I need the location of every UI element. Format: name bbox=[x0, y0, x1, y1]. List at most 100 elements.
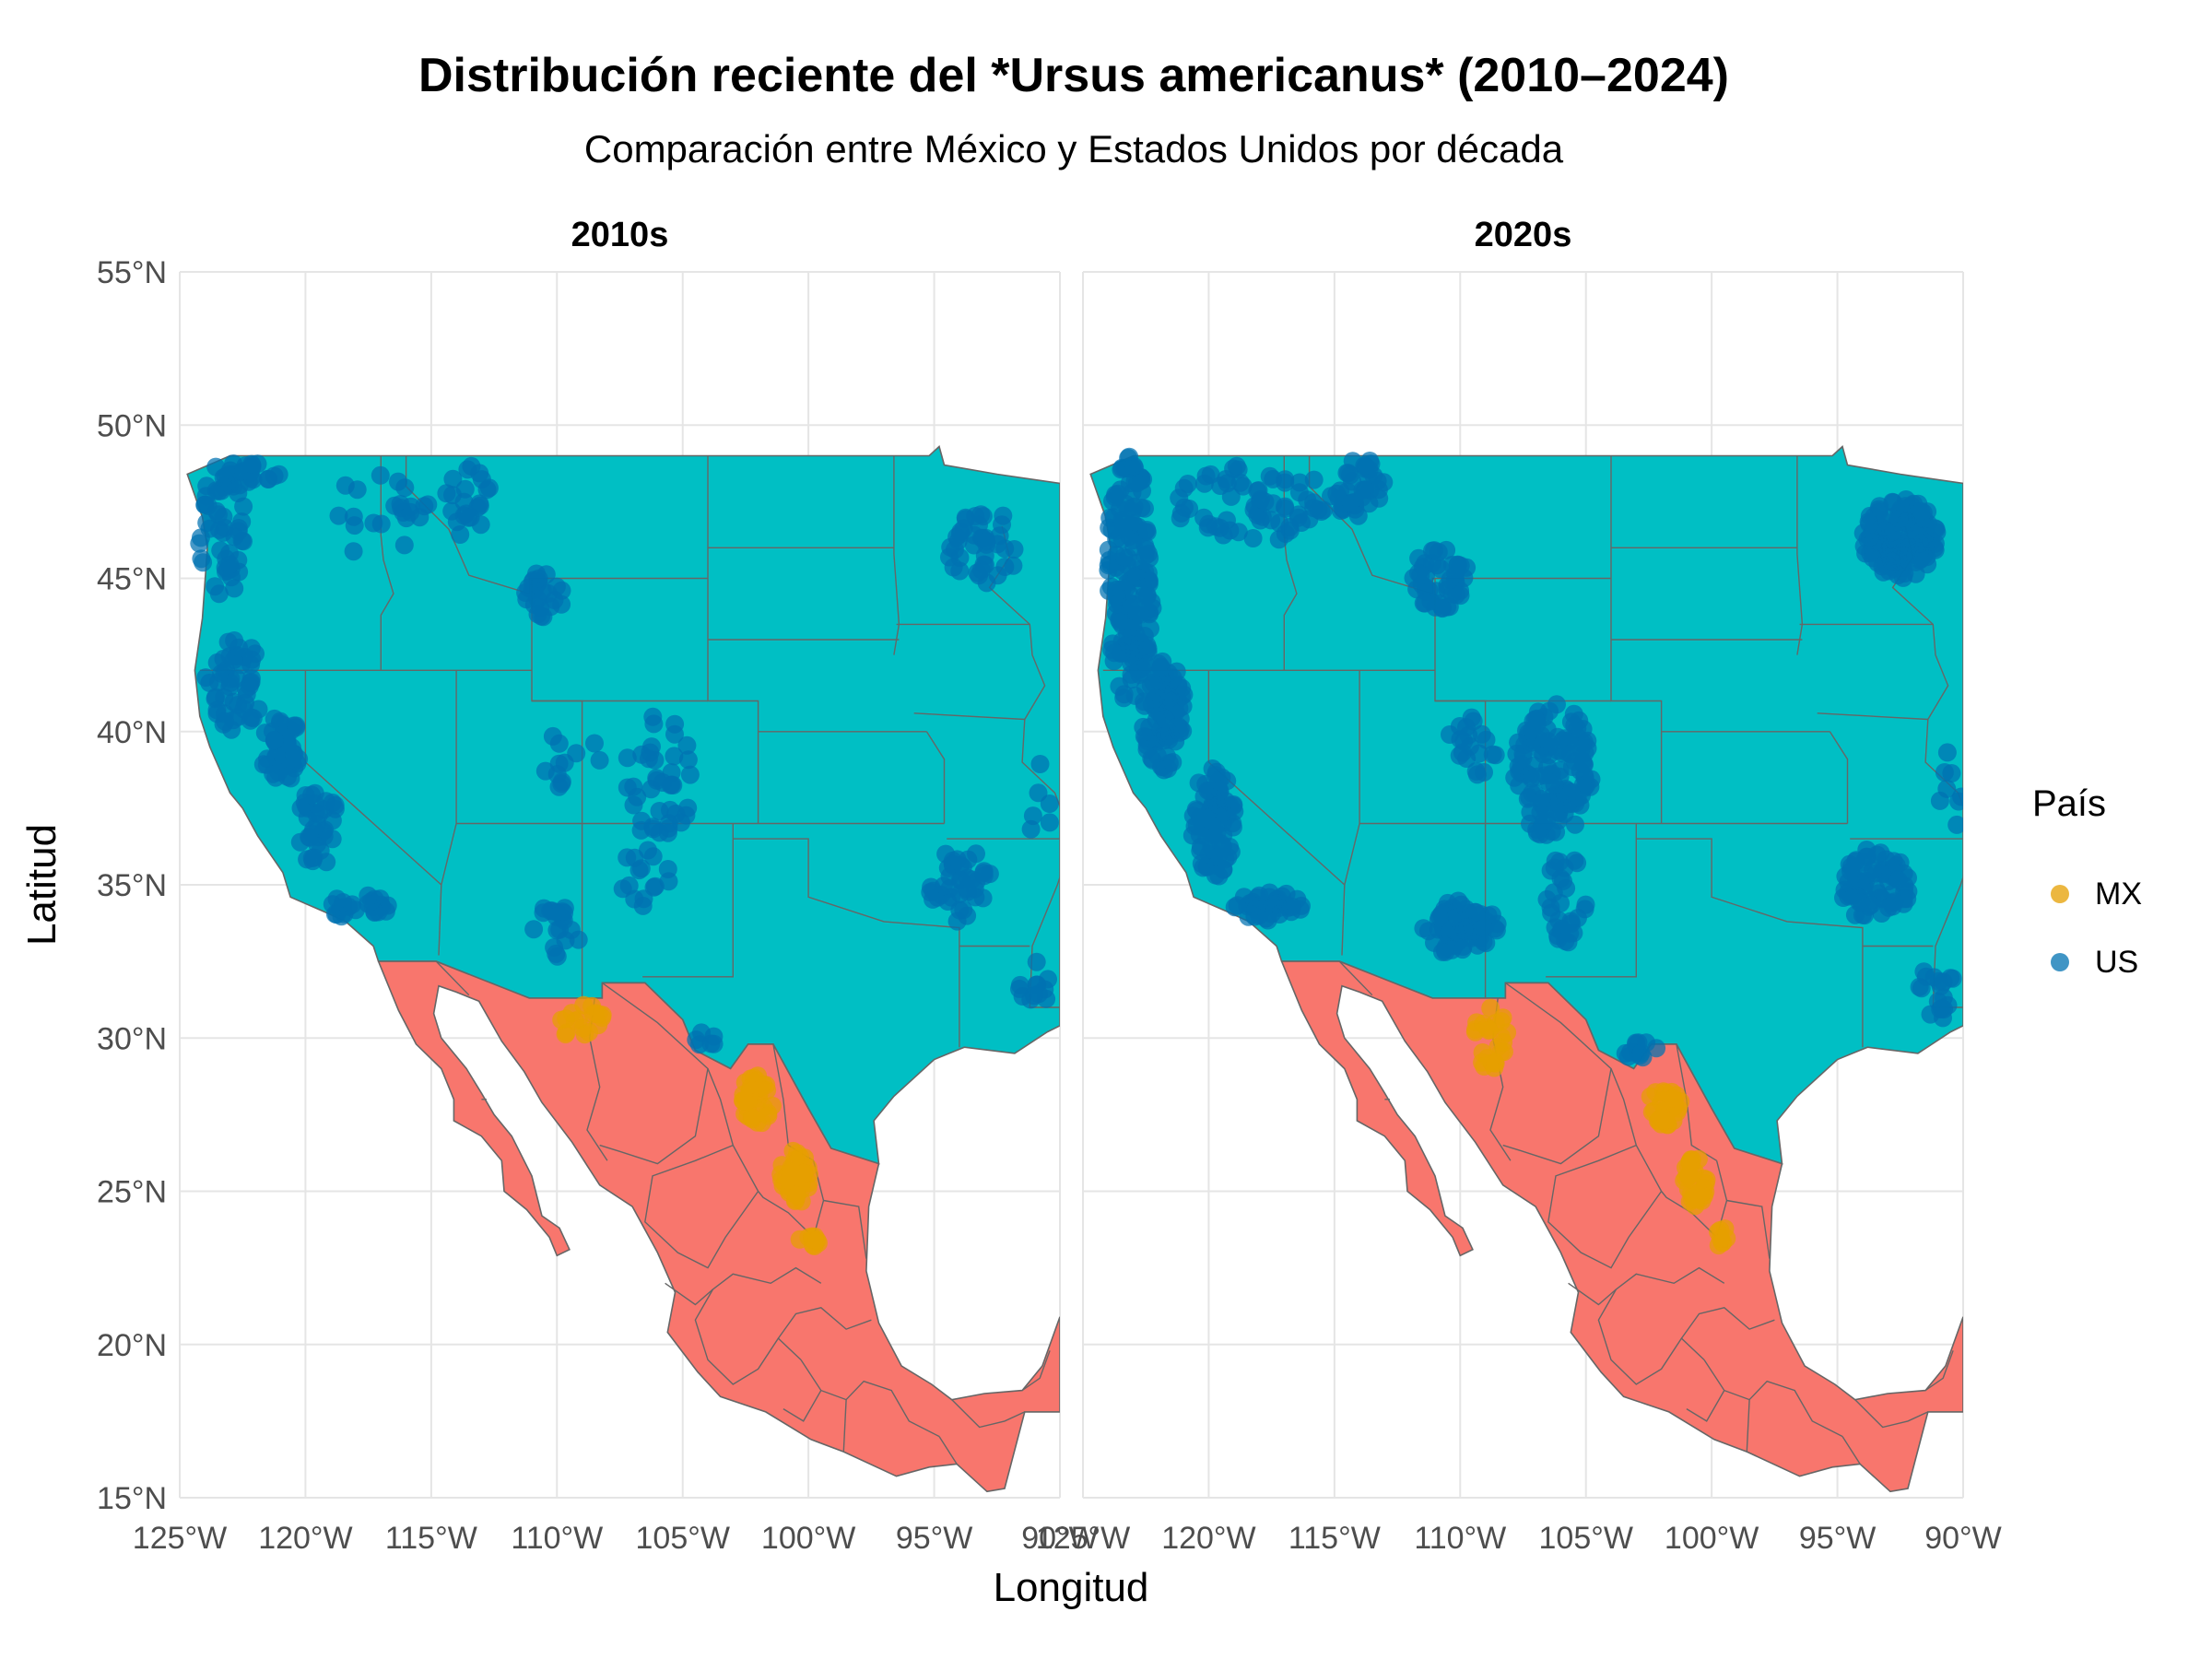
sighting-point-us bbox=[1430, 594, 1449, 613]
sighting-point-us bbox=[975, 546, 994, 565]
x-tick-label: 95°W bbox=[896, 1521, 973, 1556]
sighting-point-mx bbox=[1664, 1088, 1683, 1108]
sighting-point-us bbox=[437, 484, 456, 503]
x-tick-label: 95°W bbox=[1799, 1521, 1877, 1556]
sighting-point-us bbox=[265, 731, 284, 750]
sighting-point-us bbox=[1180, 500, 1199, 518]
sighting-point-mx bbox=[1686, 1196, 1705, 1216]
facet-2010s-mx-state-border bbox=[1021, 1350, 1051, 1392]
sighting-point-us bbox=[618, 848, 637, 867]
sighting-point-us bbox=[1894, 568, 1912, 587]
sighting-point-mx bbox=[1642, 1102, 1662, 1122]
facet-2010s-us-state-border bbox=[438, 670, 457, 956]
sighting-point-us bbox=[1566, 815, 1584, 834]
sighting-point-us bbox=[242, 650, 262, 669]
sighting-point-us bbox=[524, 920, 544, 939]
x-axis-title: Longitud bbox=[994, 1565, 1149, 1610]
sighting-point-us bbox=[396, 509, 416, 528]
sighting-point-us bbox=[1112, 580, 1131, 599]
facet-2020s-us-state-border bbox=[1341, 670, 1360, 956]
sighting-point-us bbox=[234, 497, 253, 516]
sighting-point-us bbox=[947, 912, 967, 931]
y-tick-label: 15°N bbox=[97, 1481, 167, 1516]
sighting-point-us bbox=[1207, 824, 1227, 843]
sighting-point-us bbox=[1149, 664, 1169, 683]
facet-2020s-mx-state-border bbox=[1568, 1266, 1725, 1306]
sighting-point-us bbox=[1276, 497, 1295, 516]
sighting-point-us bbox=[951, 522, 971, 541]
sighting-point-us bbox=[269, 465, 288, 484]
sighting-point-us bbox=[315, 820, 335, 840]
sighting-point-us bbox=[344, 507, 363, 526]
sighting-point-us bbox=[567, 744, 586, 763]
x-tick-label: 90°W bbox=[1924, 1521, 2002, 1556]
chart-title: Distribución reciente del *Ursus america… bbox=[418, 49, 1729, 102]
sighting-point-us bbox=[385, 496, 405, 515]
axes: 125°W 120°W 115°W 110°W 105°W 100°W 95°W 90°W 15… bbox=[19, 255, 2002, 1610]
sighting-point-us bbox=[1111, 613, 1130, 631]
sighting-point-us bbox=[1864, 533, 1883, 552]
sighting-point-us bbox=[1577, 775, 1596, 794]
sighting-point-us bbox=[1221, 842, 1241, 862]
facet-2010s-mx-region bbox=[377, 960, 1060, 1493]
sighting-point-us bbox=[1221, 487, 1241, 506]
facet-2020s-mx-state-border bbox=[1502, 982, 1612, 1165]
sighting-point-us bbox=[634, 889, 653, 909]
facet-2010s-mx-state-border bbox=[665, 1266, 822, 1306]
sighting-point-us bbox=[1112, 460, 1131, 479]
sighting-point-us bbox=[1304, 470, 1324, 489]
sighting-point-us bbox=[1952, 787, 1963, 806]
sighting-point-us bbox=[1124, 531, 1143, 550]
sighting-point-us bbox=[1260, 466, 1279, 486]
sighting-point-mx bbox=[1641, 1087, 1660, 1106]
sighting-point-us bbox=[1248, 481, 1267, 500]
sighting-point-us bbox=[229, 519, 248, 537]
sighting-point-us bbox=[1160, 688, 1180, 707]
x-tick-label: 110°W bbox=[1414, 1521, 1506, 1556]
sighting-point-us bbox=[1167, 662, 1186, 681]
sighting-point-us bbox=[206, 689, 225, 709]
sighting-point-us bbox=[618, 748, 637, 768]
facet-2010s-us-state-border bbox=[642, 823, 734, 978]
sighting-point-us bbox=[665, 747, 684, 766]
sighting-point-us bbox=[1290, 473, 1310, 492]
facet-2020s-mx-state-border bbox=[1547, 1144, 1663, 1269]
sighting-point-us bbox=[1884, 521, 1903, 540]
sighting-point-us bbox=[1568, 909, 1587, 928]
x-tick-label: 120°W bbox=[1161, 1521, 1255, 1556]
sighting-point-us bbox=[200, 673, 219, 692]
sighting-point-us bbox=[455, 479, 475, 499]
sighting-point-us bbox=[1627, 1035, 1646, 1054]
sighting-point-us bbox=[535, 761, 555, 781]
sighting-point-mx bbox=[573, 1018, 593, 1038]
sighting-point-us bbox=[198, 496, 218, 515]
sighting-point-us bbox=[1553, 744, 1572, 763]
facet-2020s-us-state-border bbox=[1817, 712, 1928, 721]
sighting-point-us bbox=[291, 798, 311, 818]
facet-2010s-mx-state-border bbox=[951, 1399, 1026, 1429]
sighting-point-us bbox=[666, 804, 686, 823]
sighting-point-us bbox=[1327, 484, 1347, 503]
sighting-point-us bbox=[1276, 473, 1295, 492]
sighting-point-us bbox=[1448, 556, 1467, 574]
sighting-point-us bbox=[680, 765, 700, 784]
sighting-point-us bbox=[1024, 986, 1043, 1006]
sighting-point-mx bbox=[734, 1085, 753, 1104]
sighting-point-us bbox=[1864, 548, 1882, 568]
facet-2020s-mx-state-border bbox=[1680, 1307, 1775, 1339]
facet-label-2010s: 2010s bbox=[571, 216, 669, 254]
sighting-point-us bbox=[1135, 499, 1154, 518]
sighting-point-us bbox=[1880, 547, 1900, 566]
sighting-point-us bbox=[1201, 465, 1220, 484]
facet-2020s-mx-state-border bbox=[1924, 1350, 1954, 1392]
sighting-point-us bbox=[224, 711, 243, 730]
sighting-point-us bbox=[214, 468, 233, 488]
facet-2010s-us-state-border bbox=[988, 525, 1060, 1008]
sighting-point-us bbox=[1538, 732, 1558, 751]
sighting-point-us bbox=[950, 884, 970, 903]
facet-2010s-points bbox=[190, 454, 1059, 1255]
sighting-point-us bbox=[1233, 477, 1253, 496]
sighting-point-us bbox=[1135, 586, 1154, 606]
sighting-point-mx bbox=[1486, 1053, 1505, 1073]
